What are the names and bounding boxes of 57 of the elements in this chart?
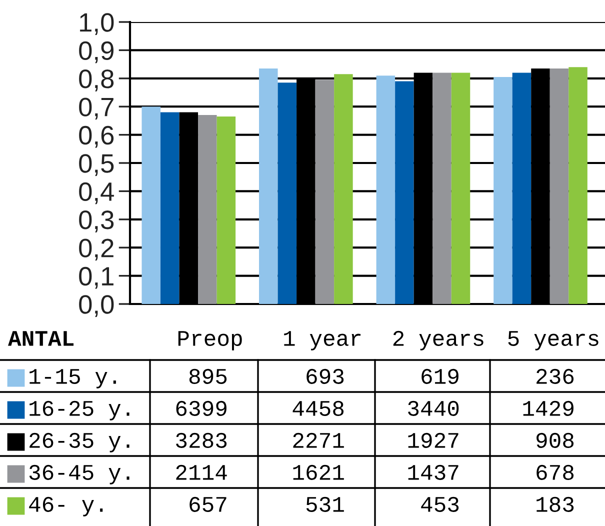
bar	[512, 72, 532, 304]
text: 1437	[408, 464, 458, 480]
legend-label: 26-35 y.	[30, 432, 130, 452]
y-tick-label: 1,0	[80, 13, 114, 35]
text: 895	[189, 368, 227, 384]
text: 453	[421, 496, 459, 512]
x-tick-label: Preop	[178, 331, 242, 350]
y-tick-label: 0,9	[79, 41, 114, 64]
y-tick-label: 0,0	[79, 295, 114, 317]
x-tick-label: 5 years	[508, 331, 598, 350]
text: 3440	[408, 400, 459, 416]
x-tick-label: 1 year	[284, 331, 361, 350]
text: 2271	[293, 432, 344, 448]
y-tick-label: 0,7	[79, 98, 114, 120]
y-tick-label: 0,5	[79, 154, 114, 176]
text: 236	[536, 368, 574, 384]
text: 1621	[293, 464, 344, 480]
bar	[451, 72, 470, 304]
text: 2114	[176, 464, 227, 480]
legend-label: 1-15 y.	[30, 369, 116, 388]
text: 531	[306, 496, 344, 512]
text: 1927	[408, 432, 458, 448]
text: 693	[306, 368, 344, 384]
y-tick-label: 0,2	[79, 238, 114, 261]
y-tick-label: 0,4	[79, 182, 114, 204]
text: 678	[536, 464, 574, 480]
y-tick-label: 0,6	[79, 126, 114, 148]
text: ANTAL	[8, 331, 74, 346]
text: 6399	[176, 400, 226, 416]
bar	[216, 116, 236, 304]
bar	[432, 72, 452, 304]
y-tick-label: 0,3	[79, 210, 114, 232]
legend-label: 36-45 y.	[29, 464, 130, 484]
y-tick-label: 0,8	[79, 70, 114, 92]
bar	[376, 76, 396, 304]
bar	[494, 76, 512, 304]
bar	[315, 80, 334, 304]
y-tick-label: 0,1	[79, 266, 114, 289]
bar	[198, 115, 217, 304]
text: 1429	[523, 400, 574, 416]
bar	[259, 68, 278, 304]
bar	[160, 112, 180, 304]
legend-label: 46- y.	[29, 496, 103, 516]
bar	[334, 74, 353, 304]
text: 4458	[292, 400, 344, 416]
bar	[568, 67, 588, 304]
text: 908	[536, 432, 574, 448]
legend-label: 16-25 y.	[30, 400, 130, 420]
bar	[142, 106, 160, 304]
bar	[278, 82, 297, 304]
text: 3283	[176, 432, 227, 448]
bar	[395, 81, 414, 304]
x-tick-label: 2 years	[393, 330, 484, 350]
text: 657	[190, 496, 226, 512]
text: 619	[422, 368, 458, 384]
bar	[550, 68, 569, 304]
text: 183	[536, 496, 574, 512]
